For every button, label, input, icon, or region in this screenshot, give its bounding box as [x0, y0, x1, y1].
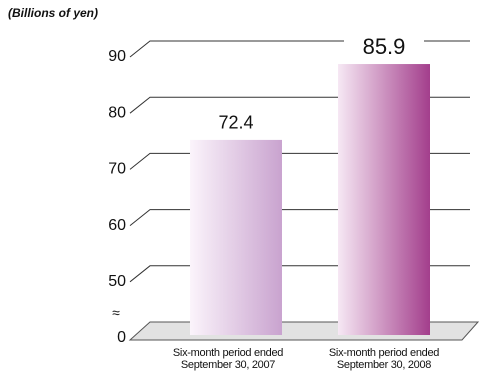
y-tick-label: 50	[108, 273, 126, 290]
y-tick-label: 70	[108, 161, 126, 178]
bar	[338, 64, 430, 336]
x-tick-label: Six-month period ended September 30, 200…	[328, 347, 440, 371]
y-tick-label: 60	[108, 217, 126, 234]
y-tick-label: 80	[108, 104, 126, 121]
y-tick-label: 90	[108, 48, 126, 65]
axis-break: ≈	[112, 305, 120, 321]
value-label-bg	[196, 109, 276, 134]
x-tick-label: Six-month period ended September 30, 200…	[172, 347, 284, 371]
value-label: 85.9	[363, 34, 406, 59]
y-tick-label: 0	[117, 329, 126, 346]
value-label: 72.4	[218, 113, 253, 133]
value-label-bg	[344, 30, 424, 59]
bar	[190, 139, 282, 335]
unit-label: (Billions of yen)	[8, 6, 98, 20]
